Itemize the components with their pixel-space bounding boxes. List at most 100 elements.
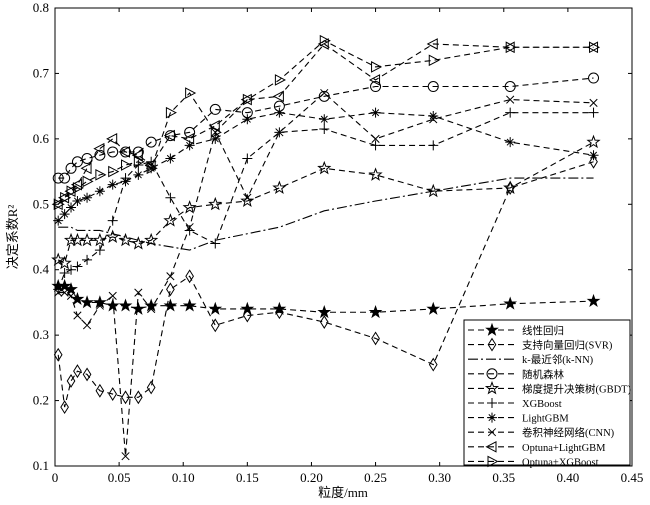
data-point [64,282,78,296]
data-point [428,140,439,151]
y-tick-label: 0.5 [33,196,49,211]
data-point [586,134,601,149]
data-point [131,149,143,162]
data-point [182,200,197,214]
data-point [95,169,107,181]
data-point [428,357,438,372]
data-point [242,93,254,106]
data-point [82,321,92,330]
data-point [185,269,194,284]
series-line [57,40,594,205]
data-point [272,90,284,103]
data-point [54,288,63,297]
data-point [371,134,380,143]
legend-item: 线性回归 [468,322,564,337]
data-point [134,390,143,405]
data-point [60,191,72,204]
data-point [505,41,517,54]
data-point [317,305,332,319]
data-point [60,288,69,297]
legend-label: 线性回归 [522,324,564,337]
data-point [144,232,159,247]
data-point [505,107,516,118]
data-point [166,282,175,297]
data-point [82,192,93,203]
data-point [94,149,106,161]
data-point [208,301,223,315]
series-1 [51,278,601,319]
data-point [275,305,284,320]
data-point [242,308,252,323]
series-4 [52,72,600,184]
series-line [57,161,594,408]
x-tick-label: 0.40 [557,470,580,485]
data-point [242,153,253,164]
y-tick-label: 0.2 [33,393,49,408]
data-point [185,87,197,99]
data-point [82,175,94,188]
data-point [589,98,598,107]
legend-label: LightGBM [522,414,569,425]
data-point [52,172,64,184]
data-point [121,452,130,461]
data-point [118,232,133,247]
data-point [131,236,146,250]
legend-marker [487,398,497,408]
data-point [53,347,63,362]
series-line [58,92,594,457]
data-point [66,185,78,198]
data-point [370,107,381,118]
data-point [319,114,330,125]
data-point [105,229,120,244]
data-point [133,169,144,180]
legend-label: 梯度提升决策树(GBDT) [522,382,632,395]
data-point [240,301,255,315]
data-point [272,180,287,194]
data-point [146,162,158,175]
data-point [163,129,175,142]
data-point [318,90,330,102]
data-point [319,124,330,135]
y-axis-ticks: 0.1 0.2 0.3 0.4 0.5 0.6 0.7 0.8 [33,0,632,473]
series-5 [51,134,601,270]
data-point [240,93,252,106]
data-point [371,61,383,73]
data-point [105,298,120,312]
y-tick-label: 0.8 [33,0,49,15]
series-8 [54,88,598,461]
data-point [166,272,175,281]
y-tick-label: 0.4 [33,262,50,277]
data-point [131,301,146,315]
data-point [60,400,69,415]
data-point [57,255,72,270]
data-point [586,293,601,307]
series-3 [58,177,594,251]
y-tick-label: 0.3 [33,327,49,342]
data-point [59,209,70,220]
data-point [58,191,70,204]
series-line [58,285,594,313]
data-point [165,106,177,119]
data-point [120,176,131,187]
data-point [79,232,95,247]
series-line [58,177,594,251]
data-point [275,128,284,137]
data-point [93,295,107,309]
series-line [57,43,594,205]
data-point [370,140,381,151]
legend-marker [487,337,497,352]
legend-marker [485,322,499,336]
data-point [319,34,331,47]
data-point [503,180,518,194]
series-2 [53,154,598,415]
data-point [210,238,221,249]
data-point [208,196,223,211]
data-point [426,183,441,198]
data-point [65,162,77,174]
data-point [72,196,83,207]
legend-label: 随机森林 [522,368,564,381]
legend-item: XGBoost [468,398,562,410]
legend-label: 支持向量回归(SVR) [522,339,613,352]
data-point [588,107,599,118]
